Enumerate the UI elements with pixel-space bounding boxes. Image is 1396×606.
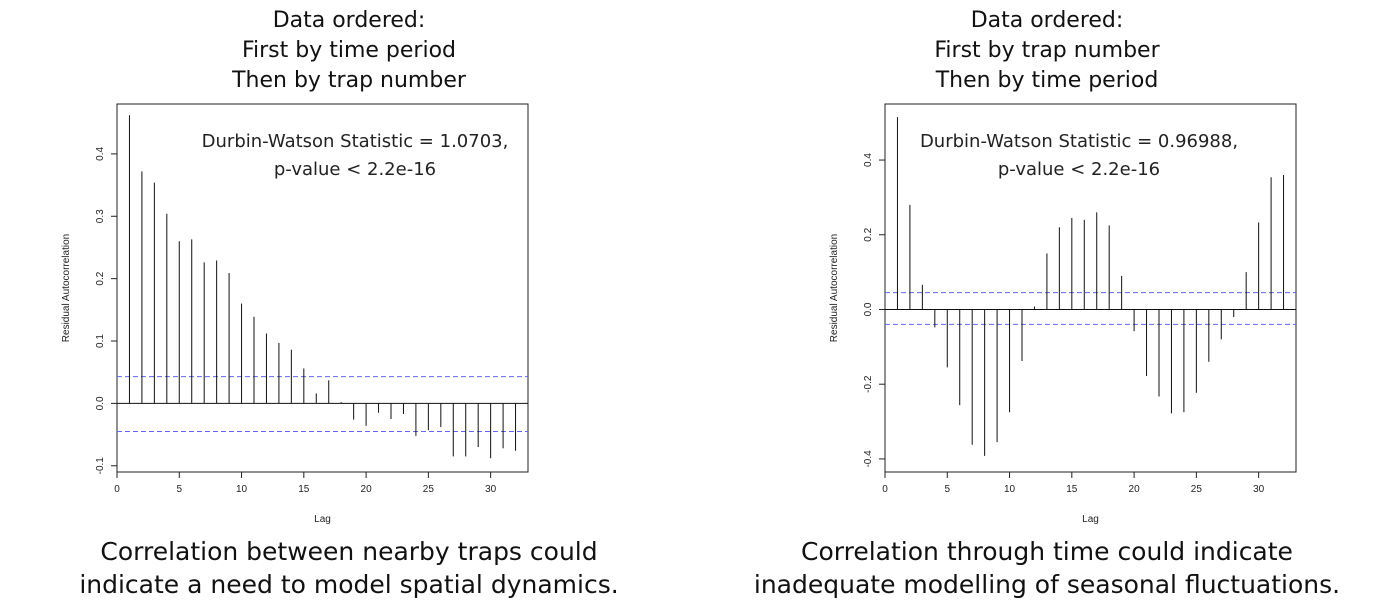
x-tick-label: 5: [944, 484, 950, 495]
right-caption: Correlation through time could indicate …: [698, 535, 1396, 601]
left-caption-line: indicate a need to model spatial dynamic…: [79, 570, 619, 599]
x-tick-label: 10: [236, 484, 248, 495]
y-axis-label: Residual Autocorrelation: [829, 234, 840, 342]
x-tick-label: 20: [361, 484, 373, 495]
y-tick-label: 0.2: [95, 271, 106, 285]
y-tick-label: 0.1: [95, 334, 106, 348]
right-title-line: Then by time period: [935, 68, 1159, 93]
right-title: Data ordered: First by trap number Then …: [698, 6, 1396, 96]
x-tick-label: 30: [1253, 484, 1265, 495]
y-tick-label: -0.1: [95, 457, 106, 475]
y-tick-label: 0.4: [863, 153, 874, 167]
y-tick-label: -0.2: [863, 375, 874, 393]
x-tick-label: 30: [485, 484, 497, 495]
x-axis-label: Lag: [314, 514, 331, 525]
right-title-line: Data ordered:: [970, 8, 1124, 33]
x-tick-label: 5: [176, 484, 182, 495]
x-tick-label: 15: [298, 484, 310, 495]
right-title-line: First by trap number: [934, 38, 1160, 63]
y-tick-label: 0.4: [95, 147, 106, 161]
left-title: Data ordered: First by time period Then …: [0, 6, 698, 96]
y-tick-label: 0.3: [95, 209, 106, 223]
left-panel: Data ordered: First by time period Then …: [0, 6, 698, 601]
plot-frame: [116, 103, 529, 473]
right-panel: Data ordered: First by trap number Then …: [698, 0, 1396, 606]
right-caption-line: Correlation through time could indicate: [801, 537, 1293, 566]
right-acf-chart: 0 5 10 15 20 25 30 -0.4 -0.2 0.0 0.2 0.4 Lag Residual…: [829, 103, 1297, 525]
durbin-watson-annotation: Durbin-Watson Statistic = 1.0703,: [202, 131, 509, 152]
left-title-line: Data ordered:: [272, 8, 426, 33]
y-axis-label: Residual Autocorrelation: [61, 234, 72, 342]
right-caption-line: inadequate modelling of seasonal fluctua…: [753, 570, 1341, 599]
x-tick-label: 10: [1004, 484, 1016, 495]
left-title-line: First by time period: [241, 38, 457, 63]
y-tick-label: 0.2: [863, 227, 874, 241]
durbin-watson-annotation: p-value < 2.2e-16: [998, 159, 1160, 180]
x-tick-label: 15: [1066, 484, 1078, 495]
x-axis-label: Lag: [1082, 514, 1099, 525]
durbin-watson-annotation: Durbin-Watson Statistic = 0.96988,: [920, 131, 1238, 152]
x-tick-label: 0: [882, 484, 888, 495]
y-tick-label: 0.0: [95, 396, 106, 410]
plot-frame: [884, 103, 1297, 473]
y-tick-label: 0.0: [863, 302, 874, 316]
x-tick-label: 20: [1129, 484, 1141, 495]
left-title-line: Then by trap number: [232, 68, 466, 93]
y-tick-label: -0.4: [863, 450, 874, 468]
left-caption: Correlation between nearby traps could i…: [0, 535, 698, 601]
left-caption-line: Correlation between nearby traps could: [100, 537, 598, 566]
durbin-watson-annotation: p-value < 2.2e-16: [274, 159, 436, 180]
x-tick-label: 0: [114, 484, 120, 495]
x-tick-label: 25: [423, 484, 435, 495]
left-acf-chart: 0 5 10 15 20 25 30 -0.1 0.0 0.1 0.2 0.3 0.4 Lag Residu…: [61, 103, 529, 525]
x-tick-label: 25: [1191, 484, 1203, 495]
